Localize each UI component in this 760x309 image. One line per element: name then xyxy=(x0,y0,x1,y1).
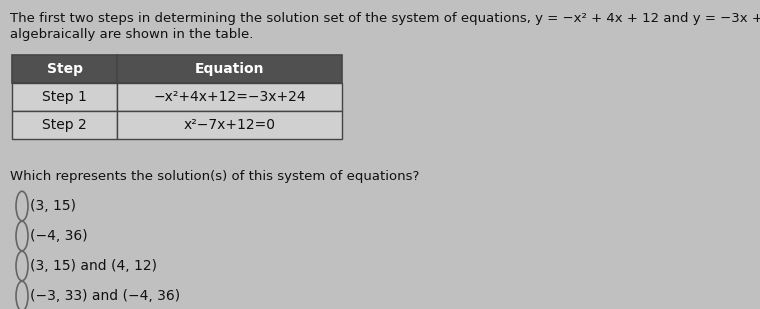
Text: x²−7x+12=0: x²−7x+12=0 xyxy=(183,118,275,132)
Bar xyxy=(117,83,342,111)
Text: Equation: Equation xyxy=(195,62,264,76)
Text: The first two steps in determining the solution set of the system of equations, : The first two steps in determining the s… xyxy=(10,12,760,25)
Text: (−4, 36): (−4, 36) xyxy=(30,229,87,243)
Bar xyxy=(117,55,342,83)
Text: Which represents the solution(s) of this system of equations?: Which represents the solution(s) of this… xyxy=(10,170,420,183)
Bar xyxy=(12,55,117,83)
Text: −x²+4x+12=−3x+24: −x²+4x+12=−3x+24 xyxy=(154,90,306,104)
Text: Step: Step xyxy=(46,62,83,76)
Text: algebraically are shown in the table.: algebraically are shown in the table. xyxy=(10,28,253,41)
Text: Step 1: Step 1 xyxy=(42,90,87,104)
Bar xyxy=(117,111,342,139)
Text: (3, 15) and (4, 12): (3, 15) and (4, 12) xyxy=(30,259,157,273)
Bar xyxy=(12,83,117,111)
Text: Step 2: Step 2 xyxy=(42,118,87,132)
Text: (−3, 33) and (−4, 36): (−3, 33) and (−4, 36) xyxy=(30,289,180,303)
Bar xyxy=(12,111,117,139)
Text: (3, 15): (3, 15) xyxy=(30,199,76,213)
